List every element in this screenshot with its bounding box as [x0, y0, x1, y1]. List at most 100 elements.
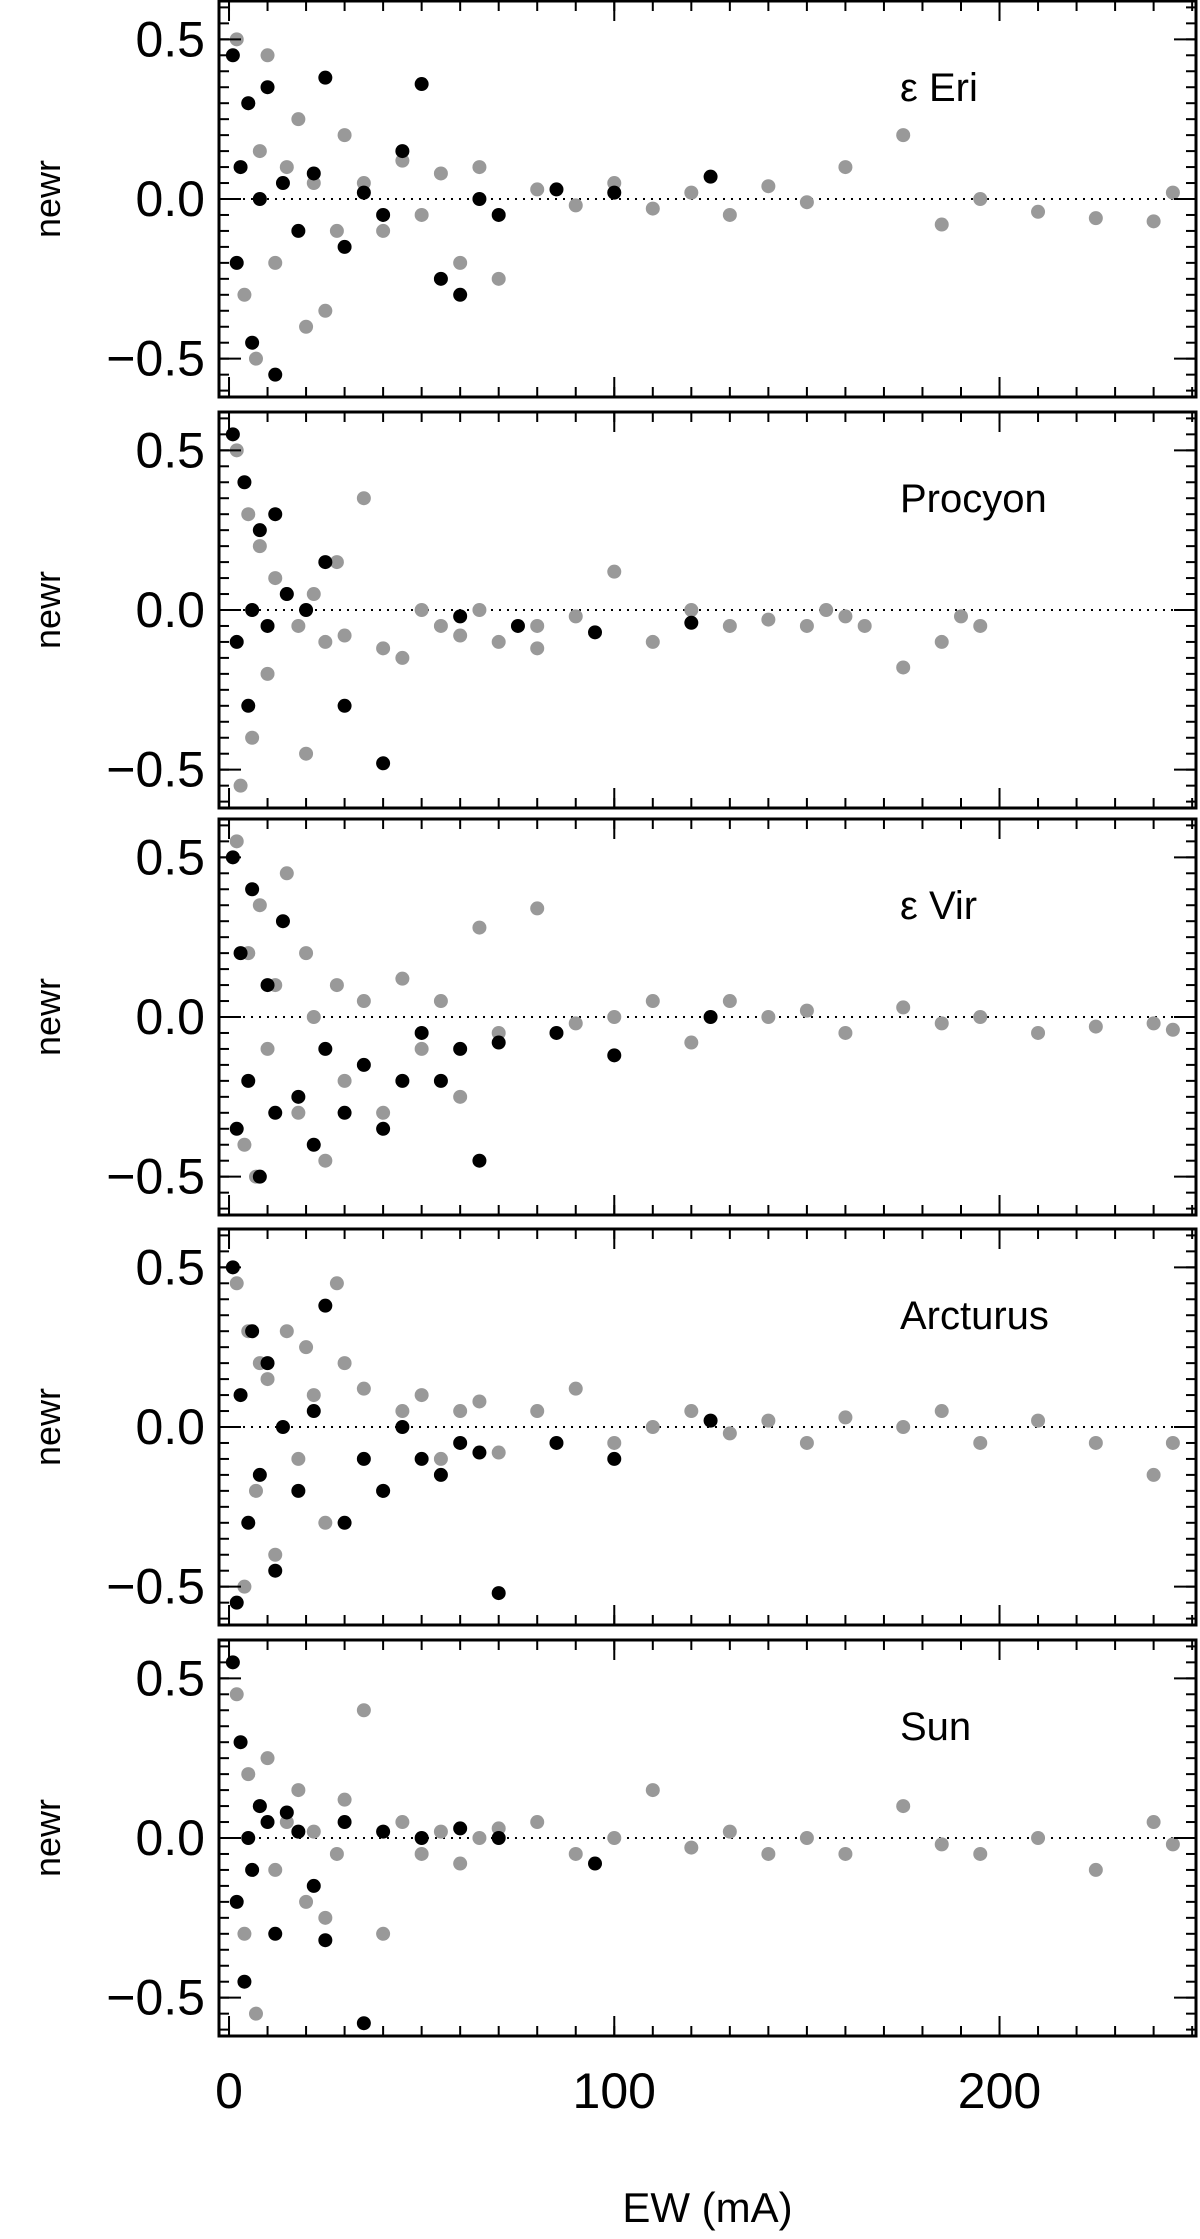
- data-point: [896, 1799, 911, 1814]
- data-point: [337, 1073, 352, 1088]
- data-point: [684, 1404, 699, 1419]
- data-point: [233, 946, 248, 961]
- data-point: [306, 1878, 321, 1893]
- data-point: [722, 994, 737, 1009]
- data-point: [225, 48, 240, 63]
- data-point: [279, 1324, 294, 1339]
- data-point: [306, 1388, 321, 1403]
- data-point: [237, 475, 252, 490]
- data-point: [337, 1356, 352, 1371]
- data-point: [337, 239, 352, 254]
- data-point: [260, 1356, 275, 1371]
- y-tick-label: −0.5: [106, 1149, 205, 1205]
- data-point: [356, 2016, 371, 2031]
- data-point: [252, 898, 267, 913]
- data-point: [607, 1451, 622, 1466]
- data-point: [329, 978, 344, 993]
- data-point: [241, 1073, 256, 1088]
- data-point: [934, 1016, 949, 1031]
- data-point: [245, 603, 260, 617]
- panel-label: Arcturus: [900, 1294, 1049, 1338]
- data-point: [395, 971, 410, 986]
- data-point: [491, 634, 506, 649]
- data-point: [607, 1435, 622, 1450]
- data-point: [268, 1926, 283, 1941]
- data-point: [896, 1420, 911, 1434]
- data-point: [329, 1276, 344, 1291]
- data-point: [684, 185, 699, 200]
- data-point: [433, 166, 448, 181]
- data-point: [645, 634, 660, 649]
- data-point: [337, 1515, 352, 1530]
- data-point: [268, 507, 283, 522]
- panel-label: ε Eri: [900, 66, 978, 110]
- y-tick-label: 0.5: [135, 11, 205, 67]
- data-point: [1031, 204, 1046, 219]
- panel-label: Procyon: [900, 477, 1047, 521]
- data-point: [237, 1926, 252, 1941]
- data-point: [337, 1815, 352, 1830]
- data-point: [414, 1388, 429, 1403]
- data-point: [491, 1831, 506, 1845]
- data-point: [291, 1089, 306, 1104]
- data-point: [318, 634, 333, 649]
- data-point: [376, 1121, 391, 1136]
- data-point: [260, 80, 275, 95]
- y-tick-label: 0.0: [135, 989, 205, 1045]
- data-point: [395, 650, 410, 665]
- data-point: [376, 1926, 391, 1941]
- data-point: [530, 901, 545, 916]
- data-point: [934, 1404, 949, 1419]
- data-point: [356, 1451, 371, 1466]
- data-point: [761, 1413, 776, 1428]
- data-point: [329, 555, 344, 570]
- data-point: [1165, 1837, 1180, 1852]
- data-point: [337, 628, 352, 643]
- data-point: [306, 1824, 321, 1839]
- data-point: [684, 1840, 699, 1855]
- data-point: [318, 1910, 333, 1925]
- plot-frame: [217, 0, 1198, 399]
- data-point: [268, 1563, 283, 1578]
- data-point: [356, 994, 371, 1009]
- data-point: [453, 1435, 468, 1450]
- data-point: [376, 641, 391, 656]
- data-point: [299, 1894, 314, 1909]
- data-point: [607, 1048, 622, 1063]
- data-point: [329, 1846, 344, 1861]
- y-tick-label: 0.0: [135, 1810, 205, 1866]
- data-point: [245, 1862, 260, 1877]
- data-point: [291, 1105, 306, 1120]
- data-point: [395, 1073, 410, 1088]
- data-point: [252, 1169, 267, 1184]
- data-point: [1146, 214, 1161, 229]
- data-point: [260, 1041, 275, 1056]
- data-point: [607, 564, 622, 579]
- data-point: [260, 978, 275, 993]
- plot-frame: [217, 817, 1198, 1217]
- data-point: [684, 615, 699, 630]
- data-point: [568, 1846, 583, 1861]
- data-point: [472, 603, 487, 617]
- data-point: [453, 609, 468, 624]
- data-point: [414, 603, 429, 617]
- y-axis-label: newr: [27, 978, 68, 1056]
- data-point: [491, 1025, 506, 1040]
- data-point: [241, 1767, 256, 1782]
- data-point: [376, 207, 391, 222]
- data-point: [433, 1073, 448, 1088]
- data-point: [1146, 1815, 1161, 1830]
- data-point: [356, 1381, 371, 1396]
- data-point: [229, 634, 244, 649]
- data-point: [414, 1831, 429, 1845]
- data-point: [684, 603, 699, 617]
- data-point: [291, 1824, 306, 1839]
- data-point: [1146, 1016, 1161, 1031]
- data-point: [376, 1824, 391, 1839]
- data-point: [896, 660, 911, 675]
- panel-label: Sun: [900, 1705, 971, 1749]
- data-point: [268, 255, 283, 270]
- data-point: [472, 160, 487, 175]
- data-point: [306, 1404, 321, 1419]
- data-point: [857, 618, 872, 633]
